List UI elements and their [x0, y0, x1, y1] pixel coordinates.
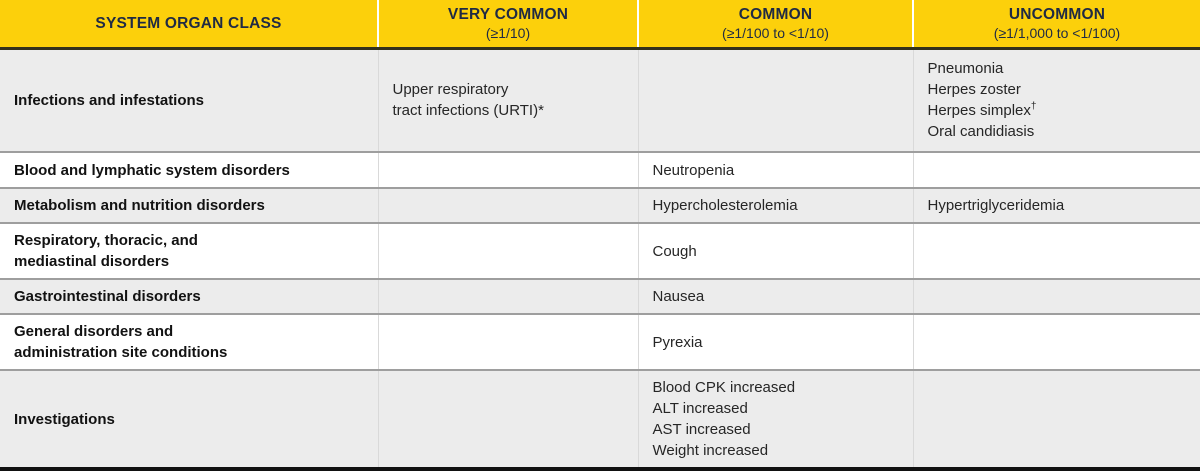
- table-row: Gastrointestinal disorders Nausea: [0, 278, 1200, 314]
- cell-line: Oral candidiasis: [927, 123, 1035, 141]
- header-row: SYSTEM ORGAN CLASS VERY COMMON (≥1/10) C…: [0, 0, 1200, 50]
- cell-line: Herpes zoster: [927, 81, 1021, 99]
- cell-line: AST increased: [652, 421, 751, 438]
- table-row: General disorders and administration site…: [0, 313, 1200, 370]
- header-common: COMMON (≥1/100 to <1/10): [638, 0, 914, 50]
- cell-common: Neutropenia: [638, 151, 914, 188]
- cell-line: Blood CPK increased: [652, 379, 796, 396]
- cell-line: Pyrexia: [652, 333, 703, 351]
- header-title: COMMON: [738, 5, 813, 23]
- cell-uncommon: [913, 278, 1200, 314]
- cell-uncommon: [913, 313, 1200, 370]
- cell-line: Gastrointestinal disorders: [14, 288, 201, 305]
- cell-line: Metabolism and nutrition disorders: [14, 197, 265, 214]
- cell-line: Hypercholesterolemia: [652, 197, 798, 214]
- cell-system-organ-class: Respiratory, thoracic, and mediastinal di…: [0, 222, 379, 279]
- cell-line: Upper respiratory: [392, 81, 509, 99]
- table-row: Investigations Blood CPK increased ALT inc…: [0, 369, 1200, 471]
- cell-system-organ-class: Blood and lymphatic system disorders: [0, 151, 379, 188]
- cell-line: tract infections (URTI)*: [392, 102, 544, 120]
- cell-very-common: Upper respiratory tract infections (URTI)…: [378, 48, 639, 152]
- cell-system-organ-class: Gastrointestinal disorders: [0, 278, 379, 314]
- header-frequency-range: (≥1/10): [485, 24, 531, 41]
- header-frequency-range: (≥1/100 to <1/10): [722, 24, 829, 41]
- header-uncommon: UNCOMMON (≥1/1,000 to <1/100): [913, 0, 1200, 50]
- cell-system-organ-class: Investigations: [0, 369, 379, 471]
- cell-common: Hypercholesterolemia: [638, 187, 914, 223]
- cell-very-common: [378, 222, 639, 279]
- header-very-common: VERY COMMON (≥1/10): [378, 0, 639, 50]
- cell-common: [638, 48, 914, 152]
- cell-line: Respiratory, thoracic, and: [14, 232, 198, 249]
- cell-very-common: [378, 278, 639, 314]
- cell-line: Hypertriglyceridemia: [927, 197, 1065, 214]
- header-frequency-range: (≥1/1,000 to <1/100): [993, 24, 1121, 41]
- dagger-footnote-marker: †: [1030, 101, 1037, 113]
- cell-uncommon: [913, 151, 1200, 188]
- cell-line: Blood and lymphatic system disorders: [14, 161, 290, 179]
- cell-system-organ-class: Infections and infestations: [0, 48, 379, 152]
- header-title: UNCOMMON: [1008, 5, 1106, 23]
- cell-line: Pneumonia: [927, 60, 1004, 78]
- cell-very-common: [378, 313, 639, 370]
- cell-line: Weight increased: [652, 442, 769, 459]
- table-row: Blood and lymphatic system disorders Neut…: [0, 151, 1200, 188]
- cell-very-common: [378, 151, 639, 188]
- cell-line: Cough: [652, 242, 697, 260]
- cell-uncommon: Pneumonia Herpes zoster Herpes simplex† Ora…: [913, 48, 1200, 152]
- cell-line: Neutropenia: [652, 161, 735, 179]
- cell-system-organ-class: Metabolism and nutrition disorders: [0, 187, 379, 223]
- table-row: Infections and infestations Upper respira…: [0, 48, 1200, 152]
- table-row: Respiratory, thoracic, and mediastinal di…: [0, 222, 1200, 279]
- header-system-organ-class: SYSTEM ORGAN CLASS: [0, 0, 379, 50]
- cell-common: Nausea: [638, 278, 914, 314]
- table-row: Metabolism and nutrition disorders Hyperc…: [0, 187, 1200, 223]
- cell-common: Blood CPK increased ALT increased AST incr…: [638, 369, 914, 471]
- cell-uncommon: [913, 222, 1200, 279]
- cell-line: administration site conditions: [14, 344, 228, 361]
- header-title: SYSTEM ORGAN CLASS: [95, 14, 282, 32]
- header-title: VERY COMMON: [447, 5, 569, 23]
- cell-common: Pyrexia: [638, 313, 914, 370]
- cell-line: Nausea: [652, 288, 705, 305]
- cell-uncommon: [913, 369, 1200, 471]
- cell-line: ALT increased: [652, 400, 748, 417]
- cell-line: General disorders and: [14, 323, 174, 340]
- cell-line: Investigations: [14, 410, 115, 428]
- cell-line: Infections and infestations: [14, 91, 205, 109]
- cell-system-organ-class: General disorders and administration site…: [0, 313, 379, 370]
- table-body: Infections and infestations Upper respira…: [0, 48, 1200, 471]
- cell-very-common: [378, 369, 639, 471]
- cell-uncommon: Hypertriglyceridemia: [913, 187, 1200, 223]
- table-header: SYSTEM ORGAN CLASS VERY COMMON (≥1/10) C…: [0, 0, 1200, 50]
- cell-line: mediastinal disorders: [14, 253, 170, 270]
- cell-line: Herpes simplex†: [927, 101, 1037, 120]
- cell-very-common: [378, 187, 639, 223]
- cell-common: Cough: [638, 222, 914, 279]
